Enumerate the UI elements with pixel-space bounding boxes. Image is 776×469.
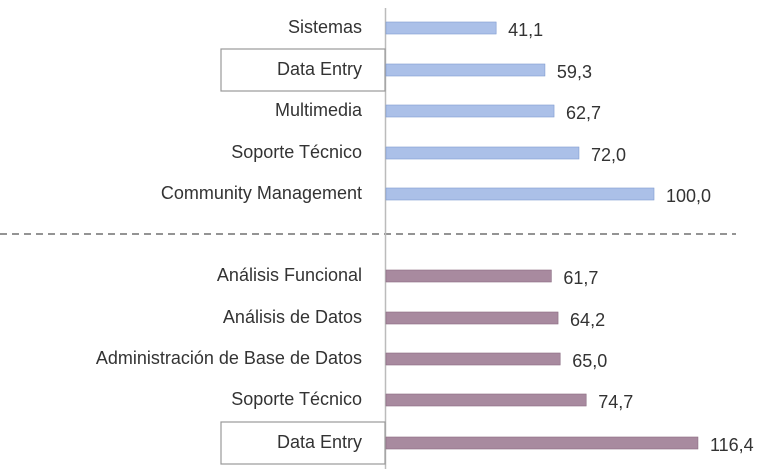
bar: [385, 63, 546, 77]
bar: [385, 146, 580, 160]
bar: [385, 21, 497, 35]
value-label: 64,2: [570, 310, 605, 330]
bar: [385, 311, 559, 325]
bar: [385, 269, 552, 283]
bar: [385, 187, 655, 201]
category-label: Data Entry: [277, 432, 362, 452]
value-label: 41,1: [508, 20, 543, 40]
value-label: 59,3: [557, 62, 592, 82]
category-label: Sistemas: [288, 17, 362, 37]
value-label: 61,7: [563, 268, 598, 288]
value-label: 100,0: [666, 186, 711, 206]
category-label: Multimedia: [275, 100, 363, 120]
bar: [385, 104, 555, 118]
category-label: Análisis de Datos: [223, 307, 362, 327]
value-label: 74,7: [598, 392, 633, 412]
value-label: 65,0: [572, 351, 607, 371]
highlight-box: [220, 421, 386, 465]
category-label: Data Entry: [277, 59, 362, 79]
value-label: 72,0: [591, 145, 626, 165]
category-label: Análisis Funcional: [217, 265, 362, 285]
category-label: Soporte Técnico: [231, 142, 362, 162]
category-label: Administración de Base de Datos: [96, 348, 362, 368]
value-label: 116,4: [710, 435, 754, 455]
category-label: Soporte Técnico: [231, 389, 362, 409]
highlight-box: [220, 48, 386, 92]
bar: [385, 393, 587, 407]
bar: [385, 352, 561, 366]
bar: [385, 436, 699, 450]
category-label: Community Management: [161, 183, 362, 203]
value-label: 62,7: [566, 103, 601, 123]
